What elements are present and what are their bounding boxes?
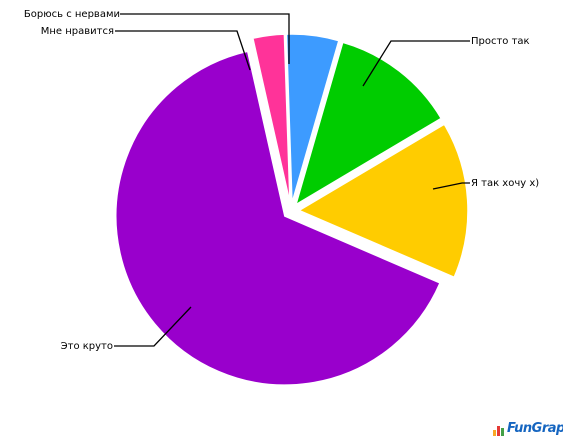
pie-slice[interactable]: [294, 41, 443, 207]
logo-text: FunGraph: [507, 421, 563, 436]
slice-label: Это круто: [61, 341, 113, 352]
slice-leader-line: [115, 30, 251, 71]
pie-slice[interactable]: [285, 33, 340, 204]
slice-leader-line: [120, 13, 290, 64]
slice-label: Борюсь с нервами: [24, 9, 120, 20]
slice-label: Просто так: [471, 36, 530, 47]
pie-slice[interactable]: [251, 33, 291, 204]
slice-leader-line: [114, 306, 192, 347]
slice-leader-line: [362, 40, 470, 87]
pie-slice[interactable]: [297, 123, 469, 279]
logo-bar: [501, 428, 504, 436]
slice-label: Я так хочу х): [471, 178, 539, 189]
logo-bar: [497, 426, 500, 436]
slice-label: Мне нравится: [41, 26, 114, 37]
fungraph-logo: FunGraph: [493, 420, 563, 436]
logo-bar: [493, 430, 496, 436]
logo-bars-icon: [493, 424, 505, 436]
pie-slice[interactable]: [115, 50, 442, 386]
slice-leader-line: [432, 182, 470, 190]
